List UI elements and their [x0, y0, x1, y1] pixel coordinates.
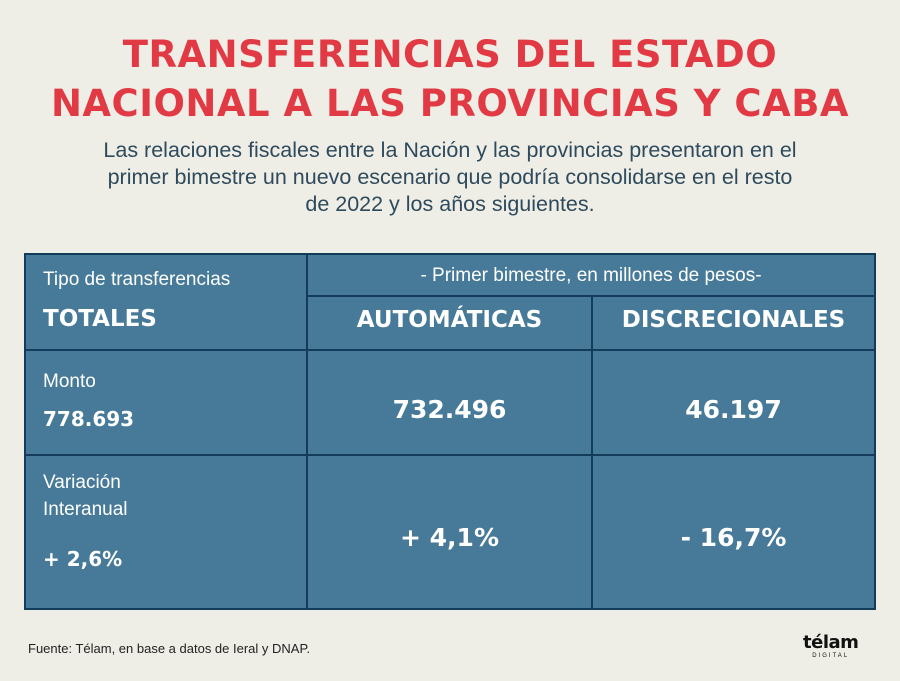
variation-label-line-1: Variación	[43, 472, 121, 493]
transfers-table: Tipo de transferencias TOTALES - Primer …	[24, 253, 876, 610]
totals-header: TOTALES	[43, 306, 157, 332]
divider	[306, 255, 308, 608]
subtitle-line-1: Las relaciones fiscales entre la Nación …	[103, 138, 797, 162]
title-line-1: TRANSFERENCIAS DEL ESTADO	[122, 33, 778, 76]
title-line-2: NACIONAL A LAS PROVINCIAS Y CABA	[50, 82, 850, 125]
period-label: - Primer bimestre, en millones de pesos-	[420, 265, 762, 286]
page-title: TRANSFERENCIAS DEL ESTADO NACIONAL A LAS…	[0, 30, 900, 128]
amount-label: Monto	[43, 371, 96, 392]
variation-discretionary: - 16,7%	[680, 523, 787, 552]
divider	[308, 295, 874, 297]
logo-sub: DIGITAL	[812, 653, 850, 659]
divider	[26, 349, 874, 351]
divider	[591, 296, 593, 608]
amount-automatic: 732.496	[392, 395, 507, 424]
source-note: Fuente: Télam, en base a datos de Ieral …	[28, 641, 311, 656]
divider	[26, 454, 874, 456]
type-of-transfer-label: Tipo de transferencias	[43, 269, 231, 290]
amount-total: 778.693	[43, 407, 135, 431]
subtitle: Las relaciones fiscales entre la Nación …	[40, 137, 860, 218]
variation-total: + 2,6%	[43, 547, 123, 571]
variation-automatic: + 4,1%	[400, 523, 499, 552]
discretionary-header: DISCRECIONALES	[621, 307, 846, 333]
variation-label-line-2: Interanual	[43, 499, 128, 520]
subtitle-line-3: de 2022 y los años siguientes.	[305, 192, 595, 216]
amount-discretionary: 46.197	[685, 395, 782, 424]
automatic-header: AUTOMÁTICAS	[356, 307, 543, 333]
logo-word: télam	[803, 632, 859, 653]
telam-logo: télam DIGITAL	[803, 632, 859, 660]
subtitle-line-2: primer bimestre un nuevo escenario que p…	[107, 165, 793, 189]
variation-label: Variación Interanual	[43, 469, 128, 523]
